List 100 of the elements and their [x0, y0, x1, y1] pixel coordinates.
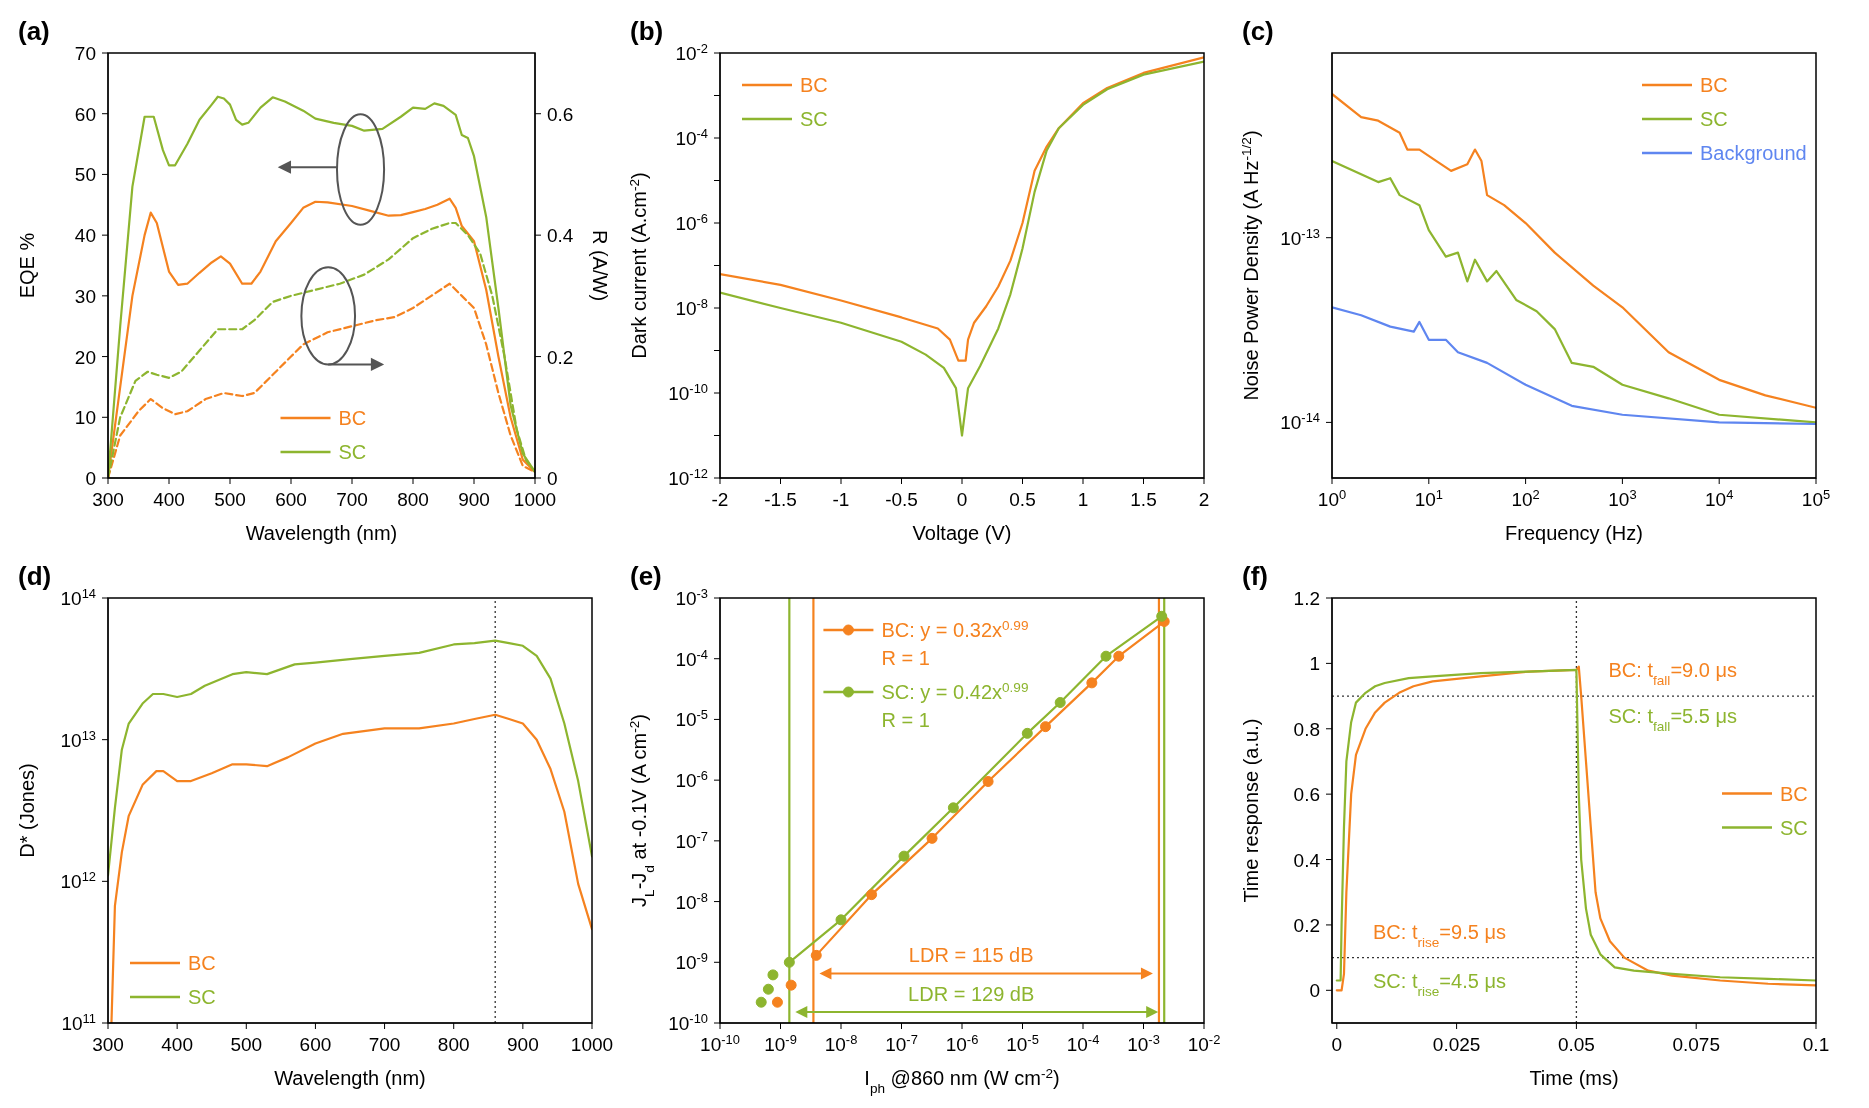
legend-label: BC [338, 407, 367, 429]
y-tick-label: 10$^{-12}$ [668, 465, 708, 489]
y-tick-label: 10$^{-14}$ [1280, 409, 1320, 434]
annotation: SC: t$_{fall}$=5.5 μs [1608, 704, 1737, 734]
y-tick-label: 10 [74, 407, 96, 429]
y-tick-label: 10$^{-3}$ [675, 585, 708, 609]
legend-label: SC [1780, 816, 1808, 839]
legend-label: SC [338, 441, 367, 463]
x-tick-label: 1 [1077, 489, 1089, 510]
x-tick-label: 1000 [513, 489, 557, 510]
legend-label: BC [1700, 74, 1728, 96]
y-tick-label: 10$^{-9}$ [675, 949, 708, 974]
x-tick-label: 800 [397, 489, 429, 510]
legend-label: SC [188, 986, 216, 1008]
y-tick-label: 1 [1309, 653, 1320, 675]
x-tick-label: 700 [336, 489, 368, 510]
x-tick-label: 10$^{2}$ [1511, 486, 1540, 510]
y-tick-label: 10$^{12}$ [60, 868, 96, 893]
chart-title: (c) [1242, 16, 1274, 46]
x-tick-label: 10$^{1}$ [1414, 486, 1443, 510]
annotation: BC: t$_{rise}$=9.5 μs [1372, 920, 1506, 950]
x-tick-label: -2 [711, 489, 729, 510]
y-tick-label: 0.8 [1293, 718, 1320, 740]
y-tick-label: 60 [74, 103, 96, 125]
y2-tick-label: 0 [547, 468, 558, 489]
x-axis-title: Voltage (V) [912, 522, 1012, 544]
y-tick-label: 0.6 [1293, 784, 1320, 806]
x-tick-label: 10$^{0}$ [1317, 486, 1347, 510]
x-tick-label: 10$^{-10}$ [700, 1031, 740, 1055]
x-axis-title: Wavelength (nm) [274, 1067, 426, 1089]
x-tick-label: -1.5 [764, 489, 797, 510]
y-tick-label: 70 [74, 43, 96, 64]
x-axis-title: Time (ms) [1529, 1067, 1619, 1089]
y2-tick-label: 0.4 [547, 225, 574, 247]
x-tick-label: 10$^{-4}$ [1066, 1031, 1100, 1055]
x-tick-label: 10$^{-8}$ [824, 1031, 858, 1055]
annotation: BC: t$_{fall}$=9.0 μs [1608, 658, 1737, 688]
y-tick-label: 10$^{-13}$ [1280, 225, 1320, 249]
annotation: R = 1 [881, 647, 930, 669]
y-tick-label: 10$^{-8}$ [675, 889, 708, 913]
x-tick-label: 0.025 [1432, 1034, 1481, 1055]
chart-title: (a) [18, 16, 50, 46]
x-tick-label: 400 [153, 489, 185, 510]
legend-label: BC [800, 74, 828, 96]
legend-label: Background [1700, 142, 1807, 164]
x-tick-label: 0 [1331, 1034, 1343, 1055]
x-tick-label: 800 [437, 1034, 470, 1055]
y2-tick-label: 0.6 [547, 103, 574, 125]
annotation: LDR = 129 dB [908, 983, 1035, 1006]
x-tick-label: 500 [214, 489, 246, 510]
legend-label: SC [1700, 108, 1728, 130]
x-tick-label: 400 [161, 1034, 193, 1055]
x-tick-label: 900 [507, 1034, 539, 1055]
x-tick-label: 0.05 [1557, 1034, 1595, 1055]
x-tick-label: 600 [299, 1034, 332, 1055]
y-tick-label: 10$^{-5}$ [675, 706, 708, 731]
x-tick-label: 0.075 [1672, 1034, 1720, 1055]
x-tick-label: 10$^{4}$ [1705, 486, 1734, 510]
chart-title: (b) [630, 16, 664, 46]
legend-label: BC [1780, 782, 1808, 805]
legend-label: SC: y = 0.42x$^{0.99}$ [881, 679, 1029, 703]
y-tick-label: 10$^{11}$ [61, 1010, 96, 1034]
x-tick-label: 0 [956, 489, 968, 510]
x-tick-label: 1.5 [1130, 489, 1157, 510]
y-tick-label: 10$^{-7}$ [675, 828, 708, 852]
annotation: LDR = 115 dB [908, 944, 1034, 967]
y-tick-label: 40 [74, 225, 96, 247]
legend-label: BC [188, 952, 216, 974]
x-tick-label: 10$^{-7}$ [885, 1031, 918, 1055]
x-tick-label: 300 [92, 1034, 124, 1055]
x-axis-title: I$_{ph}$ @860 nm (W cm$^{-2}$) [864, 1065, 1060, 1096]
x-axis-title: Wavelength (nm) [245, 522, 398, 544]
x-tick-label: 1000 [570, 1034, 614, 1055]
chart-title: (f) [1242, 561, 1268, 591]
annotation: R = 1 [881, 709, 930, 731]
y-tick-label: 10$^{-4}$ [675, 125, 708, 149]
y-tick-label: 20 [74, 346, 96, 368]
chart-title: (e) [630, 561, 662, 591]
y-tick-label: 0 [1309, 980, 1320, 1002]
x-tick-label: 10$^{-9}$ [764, 1031, 797, 1055]
y-tick-label: 10$^{-10}$ [668, 380, 708, 404]
legend-label: SC [800, 108, 828, 130]
x-tick-label: 10$^{-6}$ [945, 1031, 979, 1055]
x-tick-label: 0.5 [1009, 489, 1036, 510]
y-tick-label: 1.2 [1293, 588, 1320, 609]
y-tick-label: 10$^{-8}$ [675, 295, 708, 319]
legend-label: BC: y = 0.32x$^{0.99}$ [881, 617, 1029, 641]
x-tick-label: 10$^{-2}$ [1187, 1031, 1221, 1055]
y-tick-label: 10$^{-4}$ [675, 646, 708, 670]
y-tick-label: 30 [74, 285, 96, 307]
x-tick-label: 900 [458, 489, 490, 510]
x-tick-label: 10$^{5}$ [1801, 486, 1831, 510]
x-tick-label: 700 [368, 1034, 401, 1055]
x-tick-label: 2 [1198, 489, 1210, 510]
x-tick-label: 500 [230, 1034, 263, 1055]
y-axis-title: Time response (a.u.) [1240, 718, 1262, 903]
y-tick-label: 10$^{13}$ [60, 727, 96, 751]
y-tick-label: 50 [74, 164, 96, 186]
y-axis-title: D* (Jones) [16, 763, 38, 858]
annotation: SC: t$_{rise}$=4.5 μs [1372, 969, 1506, 998]
